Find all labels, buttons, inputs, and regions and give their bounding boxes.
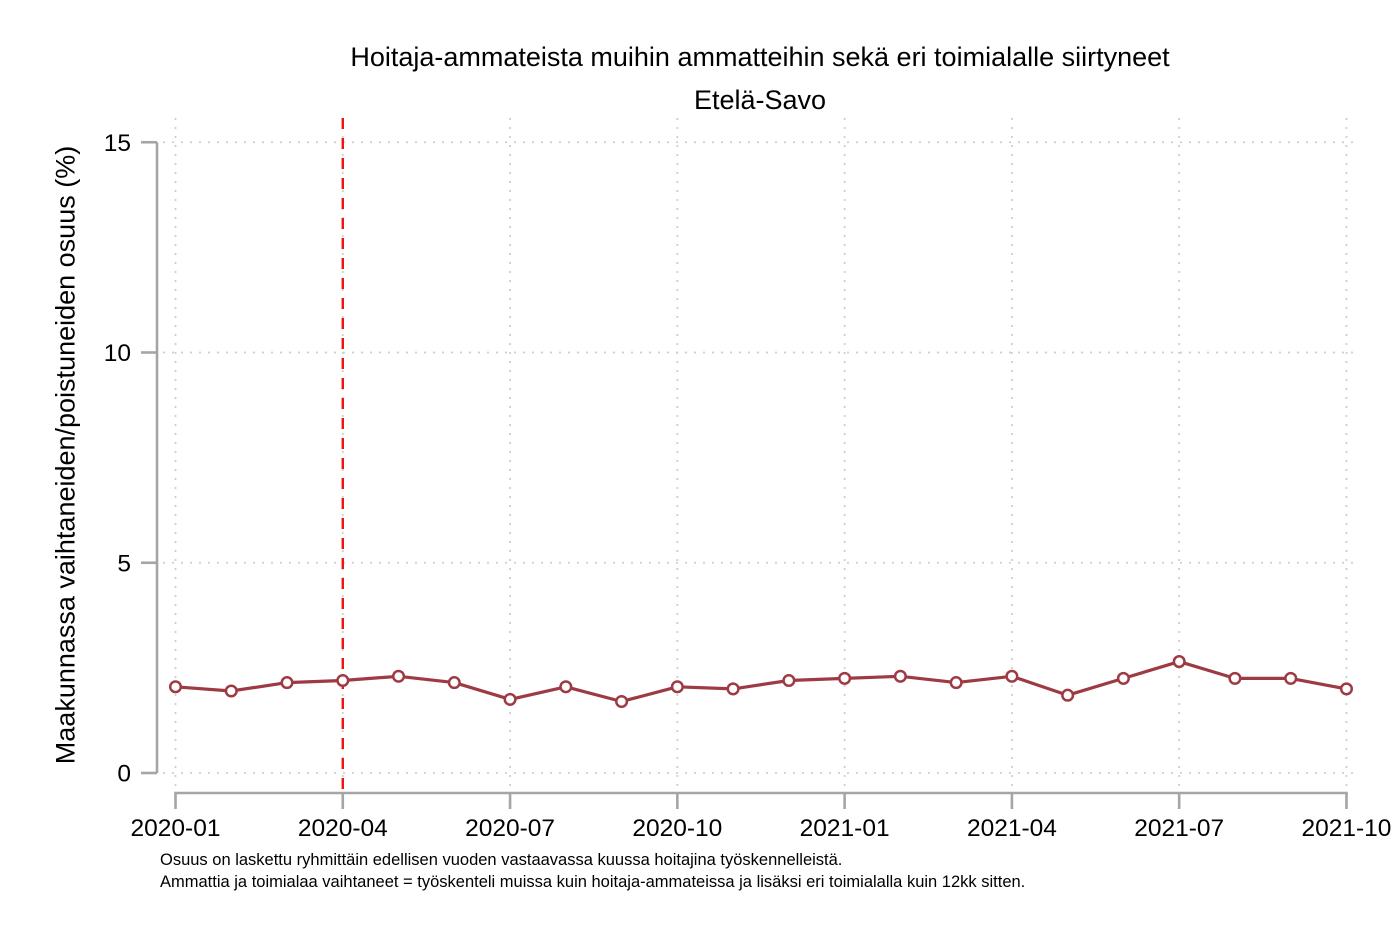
footnote-line2: Ammattia ja toimialaa vaihtaneet = työsk… (160, 873, 1026, 891)
data-point-marker (1228, 671, 1242, 685)
y-tick-label: 0 (117, 761, 131, 788)
x-tick-label: 2021-01 (800, 815, 890, 842)
data-point-marker (670, 680, 684, 694)
footnote-block: Osuus on laskettu ryhmittäin edellisen v… (160, 849, 1360, 893)
data-point-marker (224, 684, 238, 698)
x-tick-label: 2020-04 (298, 815, 388, 842)
data-point-marker (1061, 688, 1075, 702)
x-tick-label: 2021-10 (1301, 815, 1391, 842)
data-point-marker (949, 676, 963, 690)
x-tick-label: 2020-07 (465, 815, 555, 842)
data-point-marker (391, 669, 406, 683)
y-tick-label: 10 (104, 340, 131, 367)
data-point-marker (336, 673, 350, 688)
data-point-marker (1116, 671, 1130, 685)
data-point-marker (280, 676, 294, 690)
data-line (173, 659, 1349, 704)
x-tick-label: 2021-07 (1134, 815, 1224, 842)
data-point-marker (1284, 671, 1298, 685)
y-tick-label: 15 (104, 130, 131, 157)
x-tick-label: 2020-01 (131, 815, 221, 842)
data-point-marker (447, 676, 461, 690)
data-point-marker (838, 671, 852, 685)
y-tick-label: 5 (117, 550, 131, 577)
data-point-marker (615, 694, 629, 709)
data-point-marker (1339, 682, 1354, 696)
data-point-marker (1005, 669, 1019, 683)
data-point-marker (782, 673, 796, 688)
x-tick-label: 2021-04 (967, 815, 1057, 842)
data-point-marker (893, 669, 907, 683)
data-point-marker (559, 680, 573, 694)
footnote-line1: Osuus on laskettu ryhmittäin edellisen v… (160, 851, 843, 869)
chart-title-block: Hoitaja-ammateista muihin ammatteihin se… (120, 36, 1400, 122)
data-point-marker (1172, 655, 1186, 669)
data-point-marker (168, 680, 183, 694)
chart-subtitle: Etelä-Savo (693, 85, 827, 115)
data-point-marker (503, 692, 517, 706)
x-tick-label: 2020-10 (632, 815, 722, 842)
data-point-marker (726, 682, 740, 696)
chart-title: Hoitaja-ammateista muihin ammatteihin se… (350, 42, 1170, 72)
